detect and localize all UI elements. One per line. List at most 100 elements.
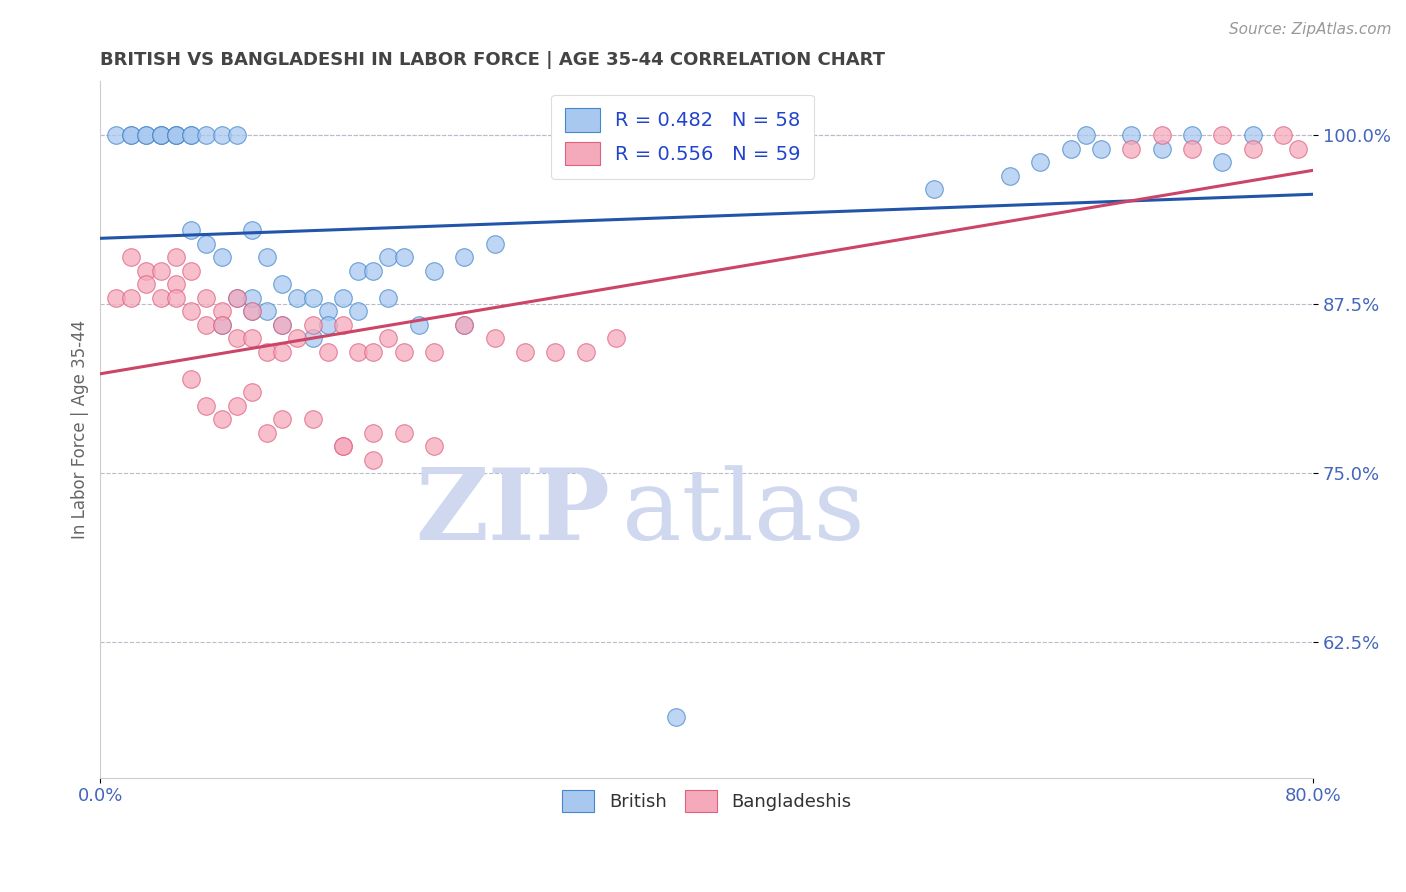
Text: atlas: atlas xyxy=(621,465,865,561)
Point xyxy=(211,318,233,332)
Point xyxy=(301,318,323,332)
Point xyxy=(605,331,627,345)
Point xyxy=(240,223,263,237)
Point xyxy=(332,318,354,332)
Point xyxy=(361,425,384,440)
Point xyxy=(135,277,157,292)
Point xyxy=(150,128,173,143)
Point xyxy=(225,128,247,143)
Point xyxy=(1181,128,1204,143)
Point xyxy=(1181,142,1204,156)
Point xyxy=(332,439,354,453)
Point xyxy=(135,128,157,143)
Point xyxy=(1060,142,1083,156)
Point xyxy=(211,128,233,143)
Point xyxy=(1150,128,1173,143)
Point xyxy=(225,399,247,413)
Point xyxy=(135,263,157,277)
Point xyxy=(135,128,157,143)
Point xyxy=(301,291,323,305)
Point xyxy=(1211,155,1233,169)
Point xyxy=(256,304,278,318)
Point xyxy=(287,291,309,305)
Point xyxy=(287,331,309,345)
Point xyxy=(165,250,187,264)
Point xyxy=(484,331,506,345)
Point xyxy=(256,425,278,440)
Point xyxy=(361,344,384,359)
Point xyxy=(180,223,202,237)
Point xyxy=(665,710,688,724)
Point xyxy=(150,128,173,143)
Point xyxy=(423,439,446,453)
Point xyxy=(271,412,294,426)
Point xyxy=(165,291,187,305)
Point xyxy=(104,128,127,143)
Point xyxy=(453,250,475,264)
Point xyxy=(165,277,187,292)
Point xyxy=(392,250,415,264)
Point xyxy=(120,128,142,143)
Point xyxy=(165,128,187,143)
Point xyxy=(240,385,263,400)
Point xyxy=(150,128,173,143)
Point xyxy=(165,128,187,143)
Point xyxy=(377,250,399,264)
Point xyxy=(1029,155,1052,169)
Point xyxy=(1150,142,1173,156)
Point xyxy=(453,318,475,332)
Point xyxy=(1090,142,1112,156)
Point xyxy=(211,318,233,332)
Point xyxy=(347,263,370,277)
Point xyxy=(1241,128,1264,143)
Point xyxy=(347,304,370,318)
Point xyxy=(225,291,247,305)
Point xyxy=(195,318,218,332)
Point xyxy=(120,250,142,264)
Point xyxy=(240,331,263,345)
Point xyxy=(180,263,202,277)
Point xyxy=(271,318,294,332)
Point xyxy=(225,291,247,305)
Point xyxy=(332,291,354,305)
Point xyxy=(361,453,384,467)
Point xyxy=(332,439,354,453)
Y-axis label: In Labor Force | Age 35-44: In Labor Force | Age 35-44 xyxy=(72,320,89,539)
Point xyxy=(225,331,247,345)
Point xyxy=(1271,128,1294,143)
Text: ZIP: ZIP xyxy=(415,465,610,561)
Point xyxy=(1211,128,1233,143)
Point xyxy=(256,344,278,359)
Point xyxy=(423,344,446,359)
Point xyxy=(240,291,263,305)
Point xyxy=(316,344,339,359)
Text: Source: ZipAtlas.com: Source: ZipAtlas.com xyxy=(1229,22,1392,37)
Point xyxy=(301,412,323,426)
Point xyxy=(377,331,399,345)
Point xyxy=(316,304,339,318)
Point xyxy=(1241,142,1264,156)
Point xyxy=(150,263,173,277)
Point xyxy=(544,344,567,359)
Point xyxy=(347,344,370,359)
Point xyxy=(150,291,173,305)
Point xyxy=(180,128,202,143)
Text: BRITISH VS BANGLADESHI IN LABOR FORCE | AGE 35-44 CORRELATION CHART: BRITISH VS BANGLADESHI IN LABOR FORCE | … xyxy=(100,51,886,69)
Point xyxy=(256,250,278,264)
Point xyxy=(316,318,339,332)
Point xyxy=(574,344,596,359)
Point xyxy=(1074,128,1097,143)
Point xyxy=(1286,142,1309,156)
Point xyxy=(240,304,263,318)
Point xyxy=(180,128,202,143)
Point xyxy=(423,263,446,277)
Point xyxy=(1121,142,1143,156)
Point xyxy=(453,318,475,332)
Point xyxy=(301,331,323,345)
Legend: British, Bangladeshis: British, Bangladeshis xyxy=(550,777,865,824)
Point xyxy=(271,318,294,332)
Point xyxy=(408,318,430,332)
Point xyxy=(211,412,233,426)
Point xyxy=(120,291,142,305)
Point xyxy=(104,291,127,305)
